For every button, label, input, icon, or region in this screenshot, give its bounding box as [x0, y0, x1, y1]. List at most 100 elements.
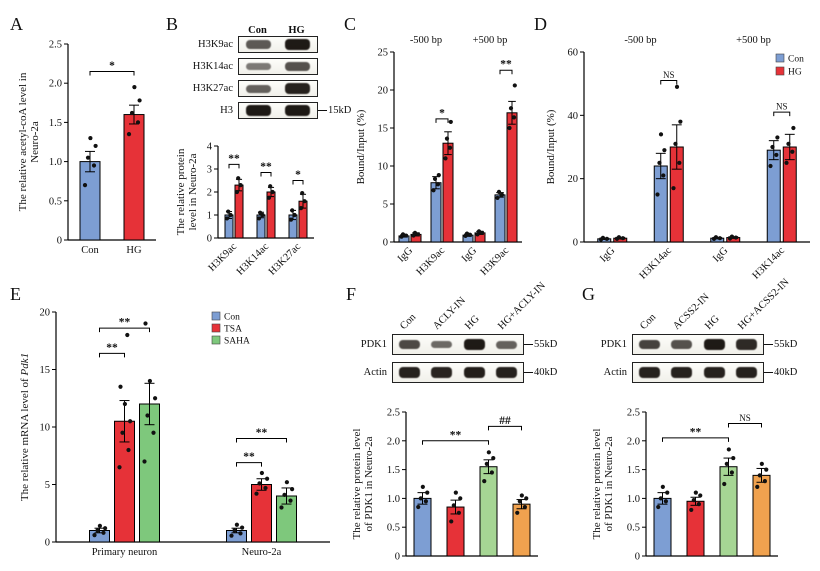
data-point: [268, 184, 273, 189]
group-label: -500 bp: [624, 35, 656, 46]
y-tick-label: 0: [573, 238, 578, 249]
data-point: [764, 467, 769, 472]
blot-row: Actin 40kD: [592, 362, 816, 383]
x-category-label: Neuro-2a: [242, 547, 282, 558]
data-point: [292, 212, 297, 218]
data-point: [425, 490, 430, 495]
protein-band: [703, 338, 725, 351]
y-tick-label: 1.5: [49, 118, 62, 129]
data-point: [790, 149, 795, 154]
data-point: [435, 182, 441, 187]
data-point: [451, 503, 456, 508]
lane-label: ACLY-IN: [430, 295, 468, 332]
panel-label-C: C: [344, 14, 357, 34]
protein-band: [463, 366, 485, 379]
data-point: [476, 229, 482, 234]
marker-label: 55kD: [774, 339, 798, 350]
y-axis-label: The relative acetyl-coA level in: [17, 72, 29, 211]
y-tick-label: 20: [40, 308, 51, 319]
data-point: [436, 173, 441, 178]
y-tick-label: 5: [383, 200, 388, 211]
protein-band: [671, 340, 693, 349]
data-point: [236, 176, 241, 181]
bar: [79, 161, 101, 241]
data-point: [282, 492, 287, 497]
pdk1-acly-western-blot: Con ACLY-IN HG HG+ACLY-IN PDK1 55kD Actin 40kD: [354, 280, 574, 390]
data-point: [443, 156, 448, 161]
sig-bracket: [89, 70, 135, 76]
legend-swatch: [211, 311, 221, 321]
data-point: [226, 209, 231, 214]
sig-label: **: [450, 429, 462, 441]
y-tick-label: 0.5: [387, 523, 400, 534]
panel-label-D: D: [534, 14, 547, 34]
data-point: [678, 119, 683, 124]
data-point: [762, 479, 767, 484]
group-label: +500 bp: [473, 35, 508, 46]
data-point: [288, 217, 294, 222]
data-point: [484, 461, 489, 466]
data-point: [489, 470, 494, 475]
blot-row: H3 15kD: [182, 102, 352, 119]
sig-label: NS: [663, 70, 675, 80]
lane-label: HG+ACLY-IN: [495, 280, 548, 332]
data-point: [254, 491, 259, 496]
y-tick-label: 20: [378, 86, 389, 97]
y-tick-label: 20: [568, 174, 579, 185]
blot-lane-labels: Con HG: [182, 20, 352, 36]
y-axis-label: Neuro-2a: [29, 121, 41, 163]
protein-band: [463, 338, 485, 351]
y-tick-label: 60: [568, 48, 579, 59]
data-point: [665, 490, 670, 495]
data-point: [266, 195, 272, 200]
data-point: [519, 493, 524, 498]
blot-row-label: H3: [220, 105, 233, 116]
blot-strip: [632, 334, 764, 355]
y-tick-label: 2.0: [49, 79, 62, 90]
x-category-label: Con: [81, 245, 99, 256]
data-point: [418, 496, 423, 501]
panel-G: G Con ACSS2-IN HG HG+ACSS2-IN PDK1 55kD Actin 4…: [582, 277, 818, 568]
y-tick-label: 0: [383, 238, 388, 249]
panel-label-B: B: [166, 14, 179, 34]
data-point: [122, 401, 127, 407]
y-tick-label: 0.5: [627, 523, 640, 534]
blot-row-label: PDK1: [360, 339, 387, 350]
data-point: [400, 232, 406, 237]
x-category-label: H3K27ac: [267, 241, 303, 277]
data-point: [693, 490, 698, 495]
y-tick-label: 1.5: [387, 465, 400, 476]
data-point: [290, 487, 295, 492]
histone-western-blot: Con HG H3K9ac H3K14ac H3K27ac H3 15kD: [182, 20, 352, 124]
protein-band: [398, 366, 420, 379]
blot-row: H3K9ac: [182, 36, 352, 53]
protein-band: [398, 339, 420, 350]
legend-swatch: [211, 323, 221, 333]
data-point: [733, 235, 738, 240]
panel-D: D 0 20 40 60 Bound/Input (%) IgG H3K14ac IgG H3K…: [534, 12, 818, 282]
data-point: [432, 176, 438, 182]
data-point: [464, 231, 470, 236]
data-point: [143, 321, 148, 326]
y-tick-label: 0: [395, 552, 400, 563]
data-point: [270, 189, 275, 195]
x-category-label: H3K9ac: [479, 245, 512, 278]
data-point: [145, 413, 150, 418]
mw-marker: 55kD: [764, 339, 797, 350]
x-category-label: H3K9ac: [415, 245, 448, 278]
data-point: [85, 155, 91, 160]
lane-label: HG: [703, 313, 722, 332]
sig-bracket: [660, 80, 678, 85]
data-point: [655, 192, 660, 197]
y-tick-label: 2.5: [627, 408, 640, 419]
sig-label: **: [243, 451, 255, 463]
y-tick-label: 2.5: [387, 408, 400, 419]
data-point: [717, 236, 722, 241]
panel-label-F: F: [346, 284, 357, 304]
marker-tick-line: [764, 371, 773, 374]
y-tick-label: 10: [378, 162, 389, 173]
y-tick-label: 0: [45, 538, 50, 549]
group-label: -500 bp: [410, 35, 442, 46]
sig-bracket: [292, 180, 304, 185]
